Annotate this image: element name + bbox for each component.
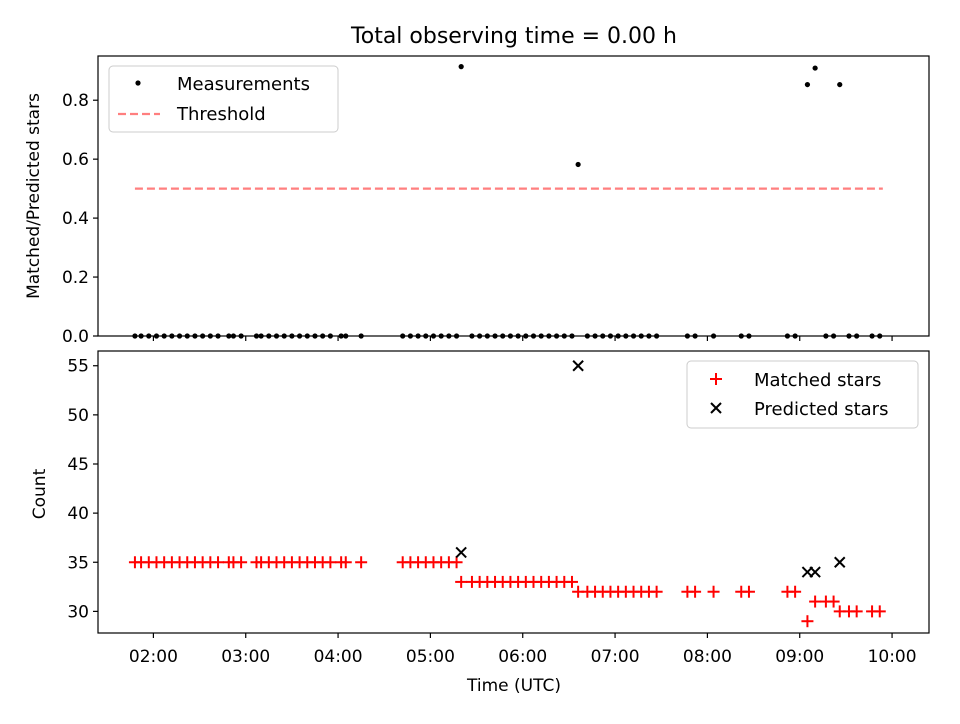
top-axes-frame (97, 55, 930, 337)
measurement-point (804, 81, 811, 88)
legend-measurements-marker (135, 80, 141, 86)
matched-star-point (809, 595, 822, 608)
matched-star-point (689, 585, 702, 598)
top-legend: Measurements Threshold (108, 65, 339, 133)
bottom-legend: Matched stars Predicted stars (686, 360, 919, 429)
measurement-point (575, 161, 581, 168)
legend-matched-marker (710, 373, 722, 385)
x-tick-label: 08:00 (683, 647, 732, 667)
top-y-tick-label: 0.2 (62, 268, 89, 288)
matched-star-point (324, 556, 337, 569)
matched-star-point (455, 575, 468, 588)
top-y-tick-label: 0.0 (62, 327, 89, 347)
matched-star-point (873, 605, 886, 618)
legend-matched-label: Matched stars (754, 370, 881, 391)
x-tick-label: 03:00 (221, 647, 270, 667)
bottom-marks (128, 360, 886, 628)
x-tick-label: 10:00 (868, 647, 917, 667)
x-tick-label: 04:00 (314, 647, 363, 667)
chart-title: Total observing time = 0.00 h (350, 24, 677, 49)
matched-star-point (339, 556, 352, 569)
bottom-y-axis-label: Count (30, 468, 50, 519)
measurement-point (812, 65, 818, 71)
bottom-y-tick-label: 50 (67, 406, 89, 426)
measurement-point (837, 81, 843, 88)
bottom-y-tick-label: 45 (67, 455, 89, 475)
bottom-y-tick-label: 30 (67, 602, 89, 622)
x-tick-label: 09:00 (775, 647, 824, 667)
predicted-star-point (834, 556, 846, 568)
matched-star-point (212, 556, 225, 569)
top-panel: 0.00.20.40.60.8 Matched/Predicted stars … (24, 55, 930, 347)
legend-predicted-label: Predicted stars (754, 399, 888, 420)
legend-threshold-label: Threshold (176, 104, 266, 125)
predicted-star-point (572, 360, 584, 372)
legend-measurements-label: Measurements (177, 74, 310, 95)
measurement-point (458, 64, 464, 70)
bottom-axes: 30 35 40 45 50 55 02:00 03:00 04:00 05:00 06:00 07:… (67, 357, 916, 667)
top-legend-box (108, 65, 339, 133)
matched-star-point (650, 585, 663, 598)
top-y-tick-label: 0.6 (62, 150, 89, 170)
x-tick-label: 07:00 (591, 647, 640, 667)
matched-star-point (565, 575, 578, 588)
x-axis-label: Time (UTC) (466, 676, 561, 696)
matched-star-point (450, 556, 463, 569)
predicted-star-point (809, 566, 821, 578)
top-y-tick-label: 0.8 (62, 91, 89, 111)
matched-star-point (827, 595, 840, 608)
bottom-legend-box (686, 360, 919, 429)
matched-star-point (801, 615, 814, 628)
bottom-y-tick-label: 35 (67, 553, 89, 573)
matched-star-point (235, 556, 248, 569)
top-y-axis-label: Matched/Predicted stars (24, 93, 44, 299)
x-tick-label: 06:00 (498, 647, 547, 667)
matched-star-point (789, 585, 802, 598)
x-tick-label: 02:00 (129, 647, 178, 667)
matched-star-point (742, 585, 755, 598)
matched-star-point (850, 605, 863, 618)
bottom-y-tick-label: 40 (67, 504, 89, 524)
predicted-star-point (455, 546, 467, 559)
top-y-tick-label: 0.4 (62, 209, 89, 229)
bottom-panel: 30 35 40 45 50 55 02:00 03:00 04:00 05:00 06:00 07:… (30, 350, 930, 696)
bottom-axes-frame (97, 350, 930, 634)
top-axes: 0.0 0.2 0.4 0.6 0.8 (62, 91, 893, 347)
x-tick-label: 05:00 (406, 647, 455, 667)
bottom-y-tick-label: 55 (67, 357, 89, 377)
matched-star-point (355, 556, 368, 569)
matched-star-point (707, 585, 720, 598)
legend-predicted-marker (710, 402, 722, 414)
